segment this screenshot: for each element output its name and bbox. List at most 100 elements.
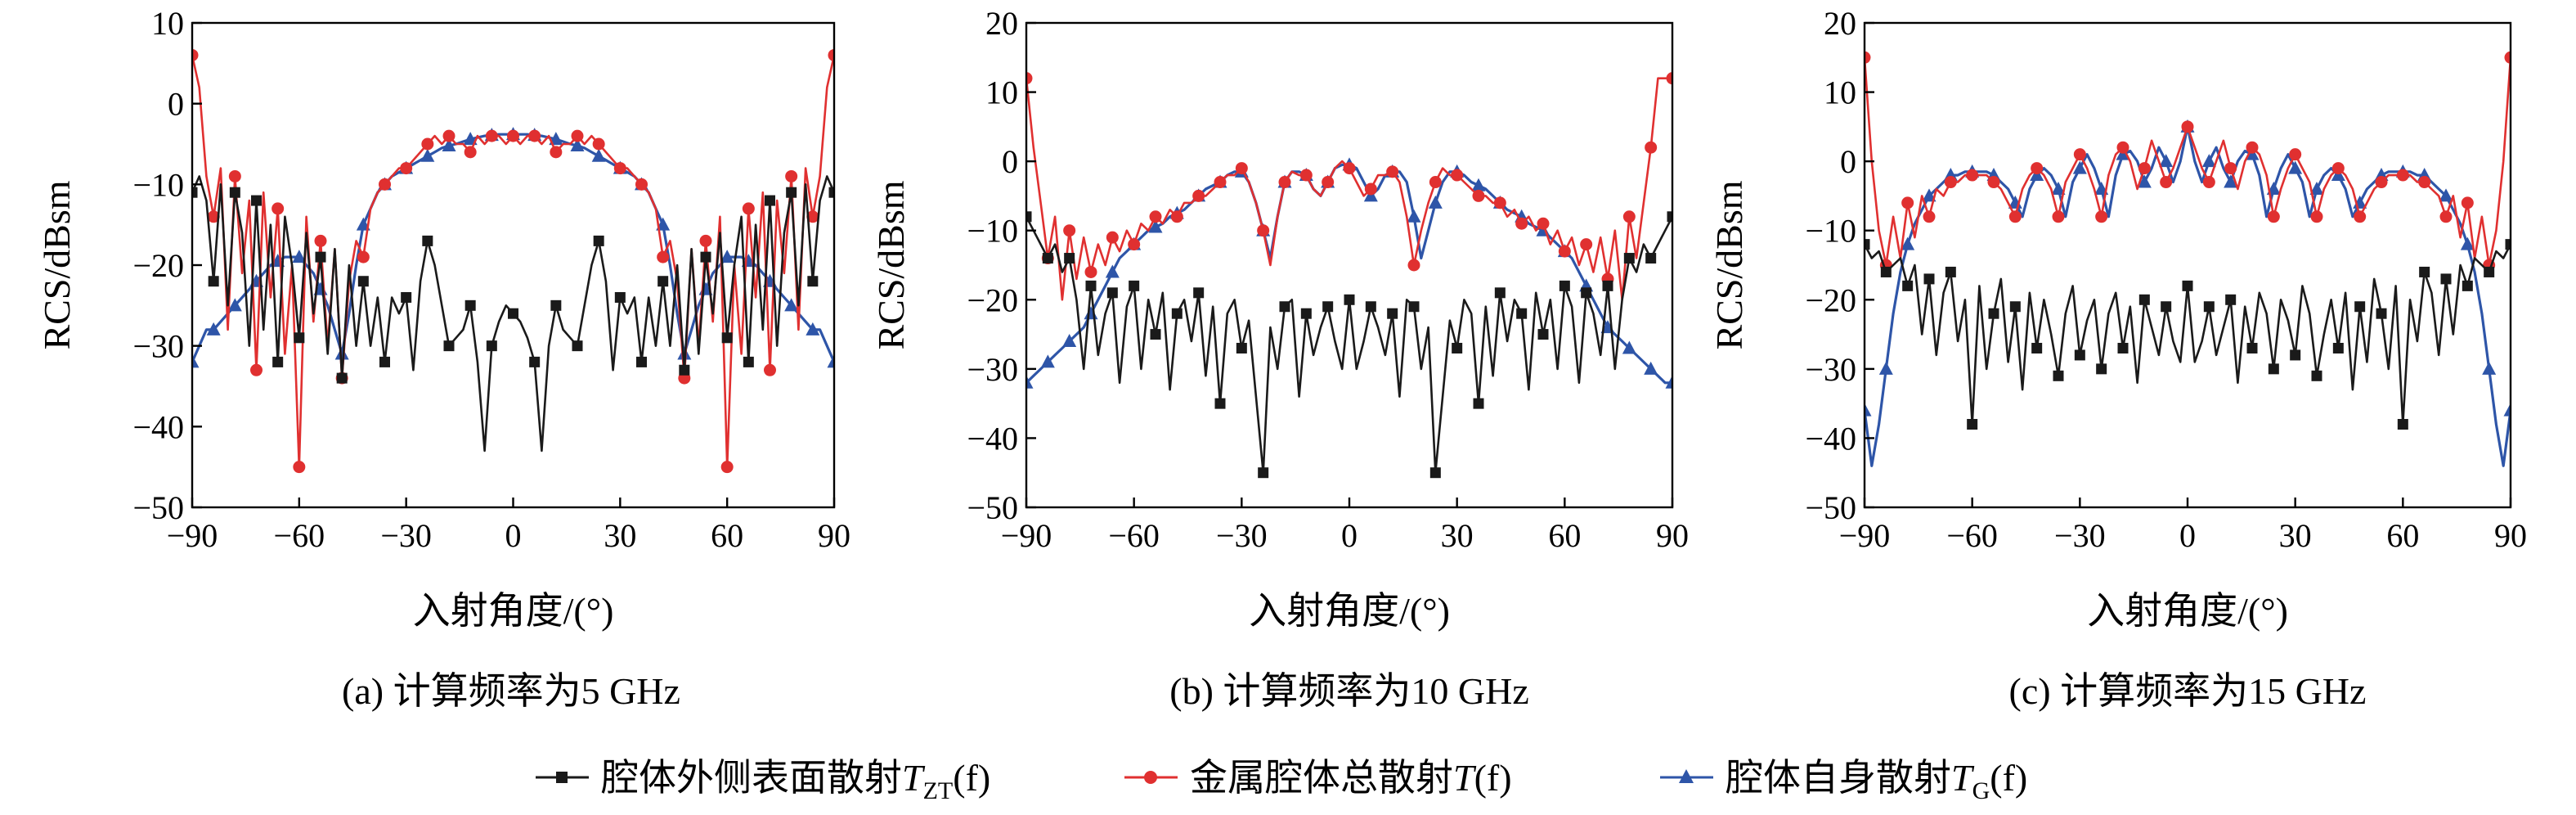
data-point-t — [2202, 176, 2215, 189]
data-point-zt — [721, 332, 733, 344]
data-point-g — [2072, 160, 2087, 174]
data-point-t — [1645, 141, 1658, 154]
data-point-t — [2116, 141, 2129, 154]
data-point-zt — [1494, 287, 1506, 299]
data-point-g — [1622, 340, 1636, 354]
data-point-zt — [700, 251, 711, 263]
data-point-zt — [229, 187, 240, 198]
y-tick-label: −40 — [132, 408, 184, 445]
data-point-zt — [251, 195, 262, 206]
data-point-zt — [2246, 342, 2258, 353]
y-axis-label: RCS/dBsm — [1708, 180, 1750, 349]
data-point-t — [1966, 169, 1979, 182]
data-point-t — [2181, 120, 2194, 133]
legend-item-zt: 腔体外侧表面散射TZT(f) — [536, 757, 990, 804]
data-point-g — [1901, 236, 1915, 250]
data-point-g — [2309, 181, 2324, 195]
data-point-zt — [2096, 363, 2107, 375]
series-zt-panel-0 — [192, 175, 834, 453]
data-point-t — [1192, 189, 1205, 202]
legend-label-g: 腔体自身散射TG(f) — [1726, 757, 2027, 804]
legend: 腔体外侧表面散射TZT(f) 金属腔体总散射T(f) 腔体自身散射TG(f) — [536, 757, 2027, 804]
data-point-g — [1471, 178, 1486, 191]
data-point-g — [2288, 160, 2303, 174]
data-point-t — [507, 129, 519, 142]
data-point-t — [1472, 189, 1485, 202]
data-point-zt — [679, 364, 690, 376]
data-point-t — [1026, 72, 1033, 85]
data-point-zt — [1408, 301, 1420, 313]
data-point-zt — [1300, 308, 1312, 319]
data-point-g — [806, 322, 820, 335]
data-point-g — [784, 298, 799, 312]
data-point-g — [2460, 236, 2475, 250]
data-point-g — [1105, 264, 1120, 278]
series-line-zt — [1865, 243, 2511, 426]
data-point-zt — [1193, 287, 1205, 299]
data-point-zt — [2311, 370, 2322, 381]
data-point-t — [742, 202, 755, 215]
data-point-t — [1257, 224, 1270, 237]
data-point-zt — [357, 276, 369, 287]
panel-b: (b) 计算频率为10 GHz −90 −60 −30 0 30 60 90 −50 −40 −3… — [870, 5, 1689, 712]
data-point-t — [1537, 217, 1550, 230]
data-point-zt — [1559, 280, 1570, 291]
data-point-t — [806, 210, 819, 223]
data-point-zt — [1623, 253, 1635, 264]
data-point-zt — [508, 308, 518, 319]
data-point-g — [720, 250, 734, 263]
data-point-zt — [550, 299, 562, 311]
caption-c: (c) 计算频率为15 GHz — [2009, 670, 2367, 712]
data-point-zt — [2484, 266, 2495, 277]
data-point-zt — [192, 187, 198, 198]
data-point-t — [2267, 210, 2280, 223]
x-tick-label: 0 — [1341, 517, 1358, 554]
y-tick-label: 10 — [151, 5, 184, 42]
data-point-zt — [529, 356, 541, 367]
data-point-zt — [1645, 253, 1657, 264]
data-point-t — [272, 202, 285, 215]
data-point-t — [421, 137, 434, 151]
series-t-panel-1 — [1026, 72, 1672, 301]
data-point-zt — [2419, 266, 2430, 277]
data-point-t — [2095, 210, 2108, 223]
data-point-g — [1922, 188, 1936, 202]
y-tick-label: −40 — [967, 420, 1018, 457]
data-point-t — [1622, 210, 1636, 223]
data-point-zt — [1236, 342, 1247, 353]
series-t-panel-0 — [192, 48, 834, 474]
series-zt-panel-1 — [1026, 211, 1672, 479]
data-point-zt — [1429, 467, 1441, 479]
y-tick-label: 0 — [1002, 143, 1018, 180]
data-point-zt — [486, 340, 497, 352]
data-point-t — [2138, 162, 2151, 175]
data-point-zt — [1344, 294, 1355, 305]
data-point-g — [2482, 361, 2497, 375]
series-zt-panel-2 — [1865, 239, 2511, 430]
data-point-t — [1149, 210, 1162, 223]
data-point-t — [2375, 176, 2388, 189]
data-point-zt — [1129, 280, 1140, 291]
data-point-zt — [1042, 253, 1053, 264]
data-point-t — [293, 461, 306, 474]
data-point-zt — [379, 356, 390, 367]
data-point-g — [227, 298, 242, 312]
x-tick-label: −90 — [167, 517, 218, 554]
data-point-zt — [336, 372, 348, 384]
data-point-t — [379, 178, 391, 191]
data-point-t — [1106, 231, 1119, 244]
data-point-t — [1364, 182, 1377, 196]
panel-c: (c) 计算频率为15 GHz −90 −60 −30 0 30 60 90 −50 −40 −3… — [1708, 5, 2527, 712]
y-axis-label: RCS/dBsm — [36, 180, 78, 349]
data-point-t — [1128, 238, 1141, 251]
x-axis-label: 入射角度/(°) — [2087, 590, 2288, 632]
x-tick-label: −60 — [274, 517, 325, 554]
caption-b: (b) 计算频率为10 GHz — [1169, 670, 1529, 712]
data-point-t — [1214, 176, 1227, 189]
data-point-t — [699, 234, 712, 247]
data-point-t — [1299, 169, 1313, 182]
data-point-t — [528, 129, 541, 142]
data-point-zt — [2268, 363, 2279, 375]
data-point-zt — [572, 340, 583, 352]
